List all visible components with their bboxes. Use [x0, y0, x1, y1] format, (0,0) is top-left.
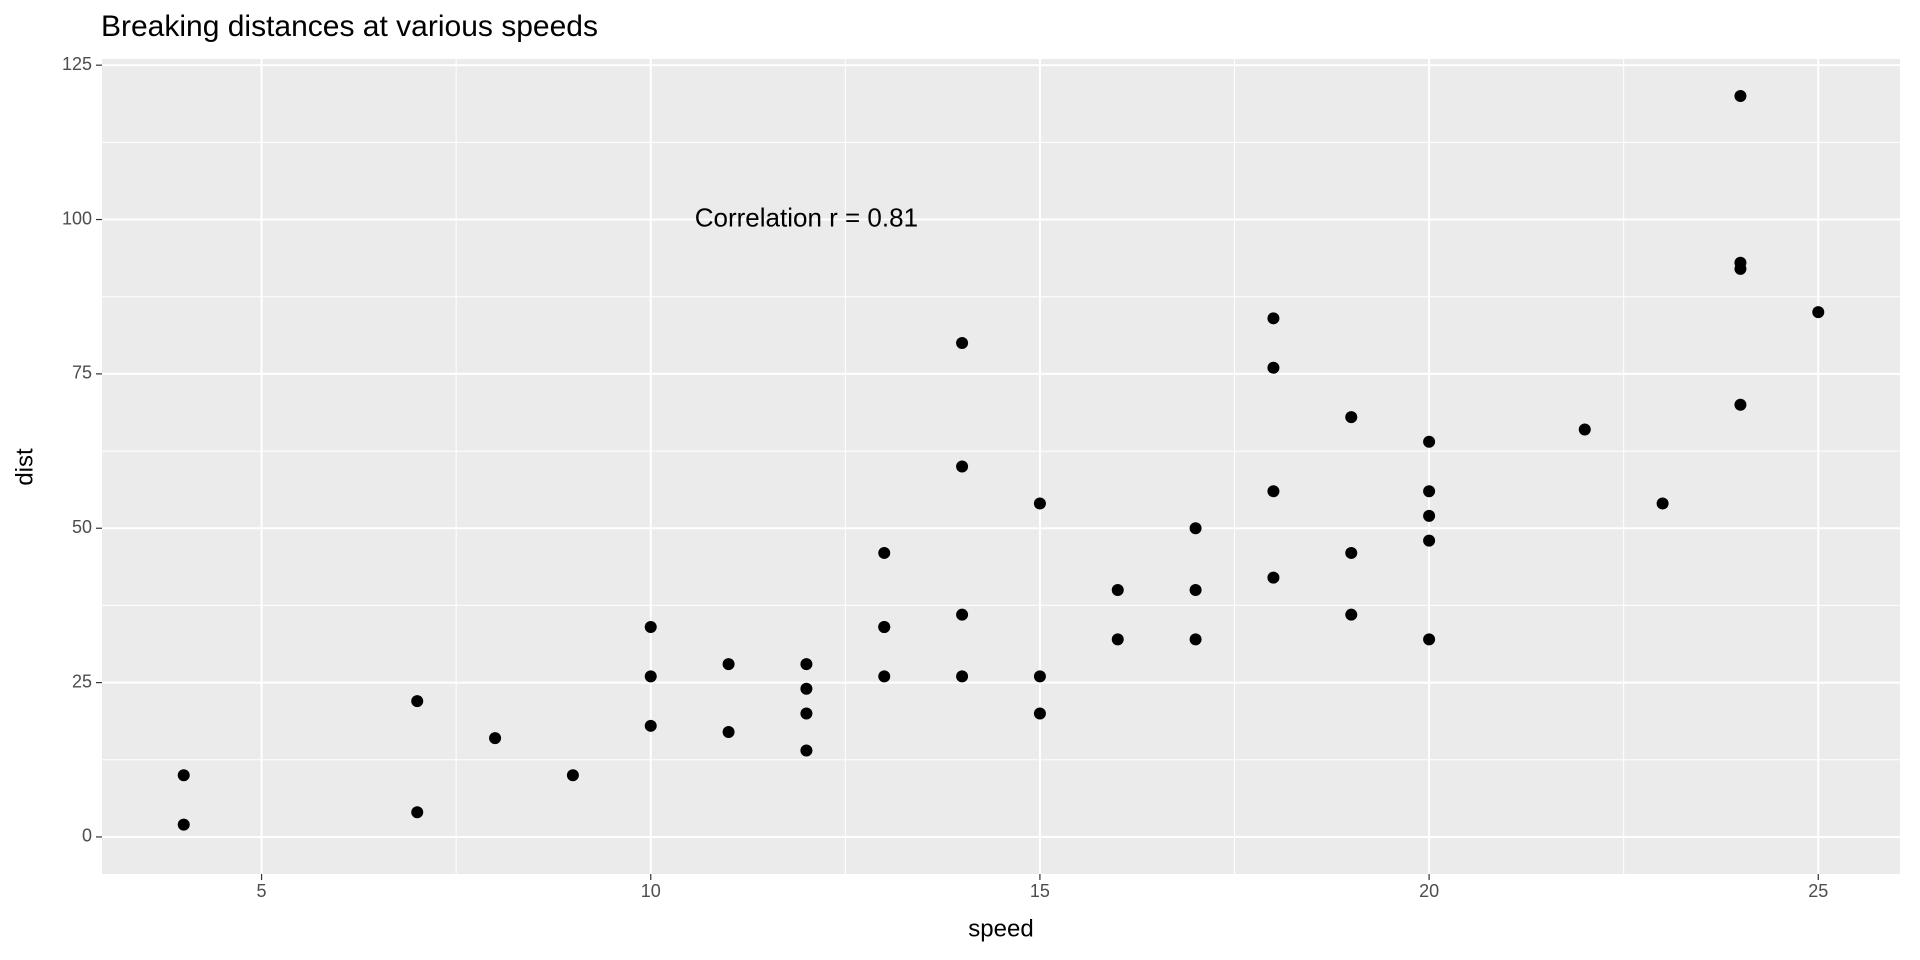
y-tick-label: 125 [62, 54, 92, 74]
point [644, 621, 657, 634]
point [956, 460, 969, 473]
point [878, 546, 891, 559]
y-tick-label: 0 [82, 826, 92, 846]
point [1033, 497, 1046, 510]
x-tick-label: 5 [257, 881, 267, 901]
y-tick-label: 50 [72, 517, 92, 537]
point [1734, 90, 1747, 103]
point [1267, 312, 1280, 325]
point [1267, 571, 1280, 584]
point [1033, 707, 1046, 720]
x-axis-title: speed [968, 915, 1033, 942]
x-tick-label: 20 [1419, 881, 1439, 901]
point [1189, 633, 1202, 646]
annotation: Correlation r = 0.81 [695, 202, 918, 232]
point [177, 818, 190, 831]
point [1734, 398, 1747, 411]
point [1578, 423, 1591, 436]
point [956, 670, 969, 683]
point [1189, 583, 1202, 596]
point [800, 682, 813, 695]
point [411, 695, 424, 708]
point [1423, 534, 1436, 547]
point [1345, 608, 1358, 621]
point [1423, 509, 1436, 522]
point [1267, 361, 1280, 374]
point [1267, 485, 1280, 498]
point [489, 732, 502, 745]
point [722, 658, 735, 671]
point [1423, 485, 1436, 498]
point [644, 719, 657, 732]
point [644, 670, 657, 683]
chart-title: Breaking distances at various speeds [101, 10, 598, 43]
point [878, 670, 891, 683]
x-tick-label: 25 [1808, 881, 1828, 901]
point [1033, 670, 1046, 683]
point [1111, 633, 1124, 646]
point [1656, 497, 1669, 510]
point [177, 769, 190, 782]
x-tick-label: 15 [1030, 881, 1050, 901]
point [800, 658, 813, 671]
y-tick-label: 75 [72, 363, 92, 383]
point [800, 744, 813, 757]
y-tick-label: 100 [62, 208, 92, 228]
point [878, 621, 891, 634]
point [1423, 633, 1436, 646]
point [1111, 583, 1124, 596]
point [1812, 306, 1825, 319]
point [566, 769, 579, 782]
point [956, 608, 969, 621]
point [1189, 522, 1202, 535]
point [956, 337, 969, 350]
y-axis-title: dist [11, 448, 38, 486]
point [411, 806, 424, 819]
point [722, 725, 735, 738]
point [800, 707, 813, 720]
point [1423, 435, 1436, 448]
x-tick-label: 10 [641, 881, 661, 901]
point [1345, 546, 1358, 559]
plot-panel [102, 59, 1900, 874]
point [1345, 411, 1358, 424]
y-tick-label: 25 [72, 671, 92, 691]
point [1734, 256, 1747, 269]
